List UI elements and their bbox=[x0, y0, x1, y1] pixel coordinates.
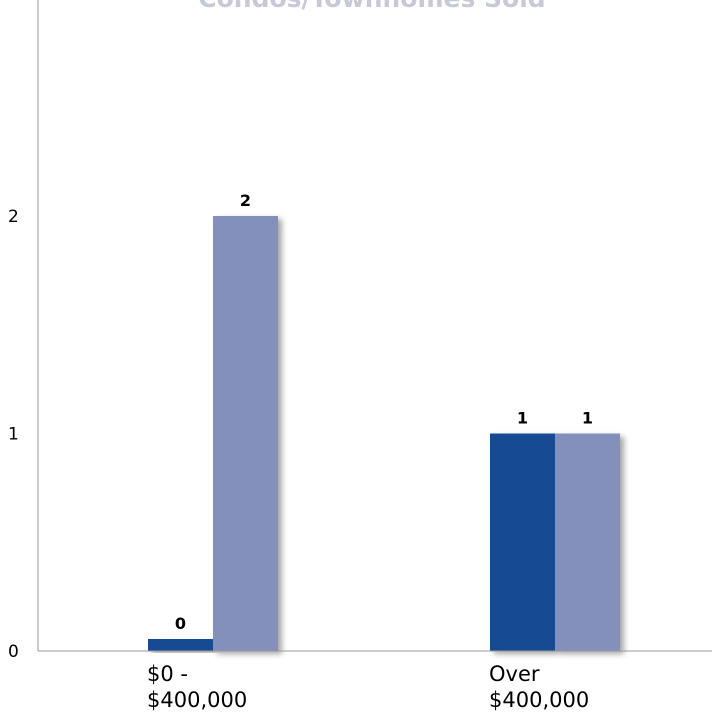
bar-s2-2 bbox=[555, 433, 620, 651]
category-label-1-line-1: $0 - bbox=[147, 662, 188, 686]
data-label-s2-2: 1 bbox=[582, 409, 593, 428]
bars-layer bbox=[148, 216, 620, 651]
chart-title: Condos/Townhomes Sold bbox=[198, 0, 545, 13]
bar-s2-1 bbox=[213, 216, 278, 651]
bar-s1-2 bbox=[490, 433, 555, 651]
data-label-s1-2: 1 bbox=[517, 409, 528, 428]
data-label-s1-1: 0 bbox=[175, 614, 186, 633]
y-ticks: 0 1 2 bbox=[8, 207, 19, 662]
y-tick-label-2: 2 bbox=[8, 207, 19, 227]
data-labels: 0 2 1 1 bbox=[175, 191, 593, 633]
category-label-2-line-2: $400,000 bbox=[489, 688, 589, 712]
y-tick-label-1: 1 bbox=[8, 425, 19, 445]
category-label-2-line-1: Over bbox=[489, 662, 540, 686]
bar-s1-1 bbox=[148, 639, 213, 651]
category-label-1-line-2: $400,000 bbox=[147, 688, 247, 712]
y-tick-label-0: 0 bbox=[8, 642, 19, 662]
data-label-s2-1: 2 bbox=[240, 191, 251, 210]
